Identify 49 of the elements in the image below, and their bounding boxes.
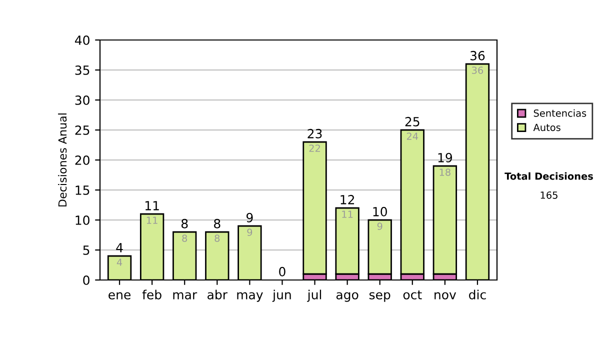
y-tick-label: 15 — [76, 186, 90, 195]
total-label: 9 — [246, 212, 253, 222]
y-tick-label: 30 — [75, 95, 90, 105]
legend-label: Autos — [533, 124, 560, 132]
data-label: 9 — [247, 228, 252, 236]
y-tick-label: 0 — [83, 275, 90, 285]
x-tick-label: nov — [434, 292, 456, 300]
total-label: 12 — [340, 194, 354, 204]
y-tick-label: 20 — [75, 155, 90, 165]
total-label: 11 — [145, 201, 159, 210]
y-tick-label: 10 — [76, 215, 90, 225]
total-label: 36 — [470, 50, 485, 60]
total-label: 10 — [373, 206, 387, 216]
x-tick-label: ene — [108, 292, 131, 300]
data-label: 22 — [309, 144, 320, 152]
data-label: 11 — [146, 216, 158, 224]
x-tick-label: jul — [307, 290, 322, 302]
data-label: 11 — [342, 210, 353, 218]
text: Total Decisiones — [504, 172, 593, 180]
total-label: 8 — [181, 218, 188, 228]
y-tick-label: 5 — [83, 246, 90, 255]
total-label: 19 — [438, 152, 452, 162]
y-tick-label: 35 — [75, 65, 90, 75]
text: 165 — [540, 191, 558, 199]
x-tick-label: feb — [142, 290, 162, 300]
data-label: 9 — [377, 222, 382, 230]
data-label: 8 — [182, 234, 188, 242]
x-tick-label: oct — [403, 290, 422, 300]
y-tick-label: 40 — [74, 35, 90, 45]
x-tick-label: may — [237, 292, 263, 302]
legend-label: Sentencias — [534, 109, 586, 117]
y-tick-label: 25 — [75, 125, 90, 135]
x-tick-label: sep — [369, 292, 390, 302]
x-tick-label: jun — [272, 290, 291, 302]
data-label: 4 — [116, 258, 122, 266]
data-label: 8 — [214, 234, 220, 242]
total-label: 23 — [308, 128, 322, 138]
x-tick-label: dic — [469, 290, 486, 300]
y-axis-title: Decisiones Anual — [58, 114, 67, 206]
total-label: 4 — [116, 243, 123, 252]
x-tick-label: mar — [173, 292, 198, 300]
data-label: 18 — [440, 168, 450, 176]
x-tick-label: abr — [208, 290, 228, 300]
data-label: 24 — [406, 132, 418, 140]
data-label: 36 — [472, 66, 484, 74]
total-label: 0 — [279, 266, 286, 276]
total-label: 25 — [405, 116, 420, 126]
x-tick-label: ago — [336, 292, 358, 302]
total-label: 8 — [214, 218, 220, 228]
